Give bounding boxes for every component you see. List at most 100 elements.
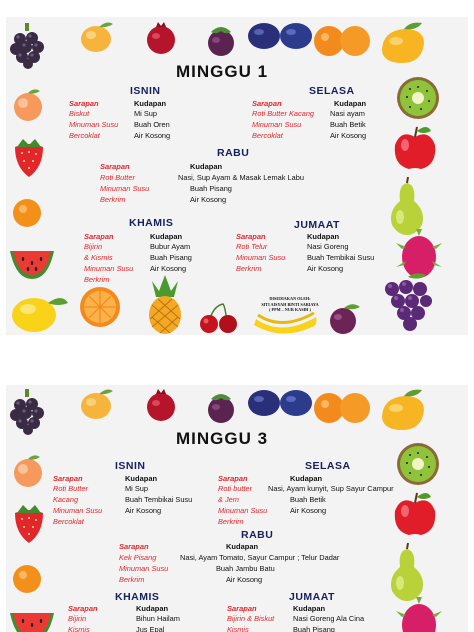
menu-item: Kismis [68,625,90,632]
peach-icon [14,455,42,487]
menu-item: Buah Tembikai Susu [307,253,375,262]
sarapan-label: Sarapan [100,162,130,171]
pineapple-icon [149,275,181,334]
orange-icon [13,565,41,593]
apricot-icon [81,22,113,52]
menu-page-week-3: MINGGU 3 ISNIN Sarapan Kudapan Roti Butt… [6,385,468,632]
apple-icon [394,126,436,169]
menu-item: Air Kosong [150,264,187,273]
menu-item: Minuman Susu [100,184,150,193]
menu-item: Nasi ayam [330,109,365,118]
orange-half-icon [80,287,120,327]
dragonfruit-icon [396,229,442,278]
kudapan-label: Kudapan [290,474,323,483]
mango-icon [382,22,424,63]
menu-item: Roti Butter [53,484,88,493]
menu-item: Mi Sup [134,109,158,118]
menu-item: Minuman Susu [84,264,134,273]
credit-line: ( PPM – NUR KASIH ) [269,307,311,312]
menu-item: Jus Epal [136,625,165,632]
menu-item: Air Kosong [307,264,344,273]
menu-item: Berkrim [218,517,244,526]
sarapan-label: Sarapan [236,232,266,241]
menu-item: Nasi, Sup Ayam & Masak Lemak Labu [178,173,304,182]
menu-item: Minuman Susu [53,506,103,515]
mangosteen-icon [208,27,234,56]
day-heading-isnin: ISNIN [115,460,146,472]
kiwi-icon [397,77,439,119]
menu-item: Bubur Ayam [150,242,191,251]
kudapan-label: Kudapan [134,99,167,108]
sarapan-label: Sarapan [84,232,114,241]
menu-item: & Kismis [84,253,113,262]
menu-item: Air Kosong [125,506,162,515]
apple-icon [394,492,436,535]
day-heading-selasa: SELASA [305,460,351,472]
kudapan-list: Mi Sup Buah Tembikai Susu Air Kosong [125,483,192,516]
kiwi-icon [397,443,439,485]
day-heading-jumaat: JUMAAT [294,219,340,231]
kudapan-list: Mi Sup Buah Oren Air Kosong [134,108,170,141]
day-heading-jumaat: JUMAAT [289,591,335,603]
menu-item: Nasi, Ayam kunyit, Sup Sayur Campur [268,484,394,493]
kudapan-list: Nasi, Ayam Tomato, Sayur Campur ; Telur … [180,552,339,585]
credit-line: DISEDIAKAN OLEH: [269,296,311,301]
sarapan-label: Sarapan [218,474,248,483]
kudapan-label: Kudapan [136,604,169,613]
bananas-icon [254,311,317,334]
sarapan-label: Sarapan [252,99,282,108]
menu-item: Buah Jambu Batu [216,564,275,573]
pomegranate-icon [147,22,175,54]
kudapan-list: Nasi, Sup Ayam & Masak Lemak Labu Buah P… [178,172,304,205]
menu-item: Bercoklat [252,131,283,140]
pear-icon [391,177,423,235]
sarapan-list: Roti Butter Minuman Susu Berkrim [100,172,149,205]
menu-item: Berkrim [119,575,145,584]
menu-item: Bijirin [68,614,87,623]
pomegranate-icon [147,389,175,421]
apricot-icon [81,389,113,419]
menu-item: Buah Pisang [190,184,232,193]
grapes-icon [385,273,432,331]
page-title: MINGGU 3 [176,429,269,448]
strawberry-icon [15,139,43,177]
menu-item: Buah Betik [290,495,326,504]
day-heading-khamis: KHAMIS [129,217,174,229]
watermelon-icon [10,613,54,632]
sarapan-list: Bijirin & Biskut Kismis [227,613,274,632]
menu-item: & Jem [218,495,239,504]
day-heading-isnin: ISNIN [130,85,161,97]
plums-icon [248,23,312,49]
kudapan-list: Bubur Ayam Buah Pisang Air Kosong [150,241,192,274]
sarapan-label: Sarapan [68,604,98,613]
menu-item: Buah Oren [134,120,170,129]
menu-page-week-1: MINGGU 1 ISNIN Sarapan Kudapan Biskut Mi… [6,17,468,335]
menu-item: Minuman Susu [218,506,268,515]
menu-item: Air Kosong [134,131,171,140]
page-title: MINGGU 1 [176,62,269,81]
menu-item: Kacang [53,495,79,504]
menu-item: Roti Butter [100,173,135,182]
menu-item: Buah Tembikai Susu [125,495,193,504]
sarapan-label: Sarapan [53,474,83,483]
mango-icon [382,389,424,430]
menu-item: Air Kosong [290,506,327,515]
menu-item: Buah Pisang [293,625,335,632]
menu-item: Bercoklat [53,517,84,526]
strawberry-icon [15,505,43,543]
sarapan-list: Roti Butter Kacang Minuman Susu Bercokla… [252,108,314,141]
menu-item: Minuman Susu [119,564,169,573]
menu-item: Roti butter [218,484,253,493]
menu-item: Bercoklat [69,131,100,140]
menu-item: Air Kosong [330,131,367,140]
blackberry-icon [10,389,44,435]
pear-icon [391,543,423,601]
lemon-icon [12,298,68,332]
kudapan-label: Kudapan [293,604,326,613]
menu-item: Berkrim [236,264,262,273]
menu-item: Minuman Susu [69,120,119,129]
credit-line: SITI AISYAH BINTI SARIAYA [261,301,319,307]
sarapan-list: Bijirin & Kismis Minuman Susu Berkrim [84,241,133,285]
menu-item: Bijirin & Biskut [227,614,275,623]
menu-item: Kek Pisang [119,553,157,562]
